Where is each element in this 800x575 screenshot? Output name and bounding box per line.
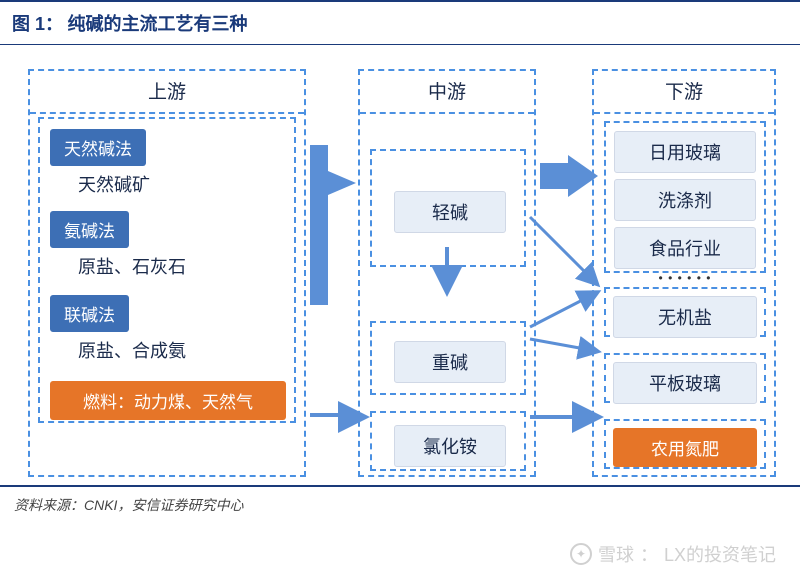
col-downstream-title: 下游 <box>594 71 774 114</box>
heavy-soda: 重碱 <box>394 341 506 383</box>
wm-site: 雪球 <box>598 541 634 567</box>
dn-daily-glass: 日用玻璃 <box>614 131 756 173</box>
method2-sub: 原盐、石灰石 <box>50 247 186 287</box>
mid-heavy-box: 重碱 <box>370 321 526 395</box>
dn-inorganic-box: 无机盐 <box>604 287 766 337</box>
dn-food: 食品行业 <box>614 227 756 269</box>
col-downstream: 下游 日用玻璃 洗涤剂 食品行业 • • • • • • 无机盐 平板玻璃 农用… <box>592 69 776 477</box>
arrow-light-to-inorganic <box>530 217 596 283</box>
method2-tag: 氨碱法 <box>50 211 129 248</box>
dn-flatglass-box: 平板玻璃 <box>604 353 766 403</box>
dn-fert-box: 农用氮肥 <box>604 419 766 469</box>
footer: 资料来源：CNKI，安信证券研究中心 <box>0 485 800 523</box>
dn-more-dots: • • • • • • <box>614 269 756 285</box>
col-upstream-title: 上游 <box>30 71 304 114</box>
col-midstream: 中游 轻碱 重碱 氯化铵 <box>358 69 536 477</box>
dn-inorganic: 无机盐 <box>613 296 757 338</box>
col-midstream-title: 中游 <box>360 71 534 114</box>
fuel-box: 燃料：动力煤、天然气 <box>50 381 286 420</box>
col-upstream: 上游 天然碱法 天然碱矿 氨碱法 原盐、石灰石 联碱法 原盐、合成氨 燃料：动力… <box>28 69 306 477</box>
dn-flatglass: 平板玻璃 <box>613 362 757 404</box>
xueqiu-icon: ✦ <box>570 543 592 565</box>
mid-light-box: 轻碱 <box>370 149 526 267</box>
source-text: 资料来源：CNKI，安信证券研究中心 <box>14 497 243 513</box>
figure-header: 图 1： 纯碱的主流工艺有三种 <box>0 0 800 45</box>
wm-author: LX的投资笔记 <box>664 541 776 567</box>
figure-title: 纯碱的主流工艺有三种 <box>67 14 247 34</box>
method1-tag: 天然碱法 <box>50 129 146 166</box>
mid-nh4cl-box: 氯化铵 <box>370 411 526 471</box>
nh4cl: 氯化铵 <box>394 425 506 467</box>
method3-tag: 联碱法 <box>50 295 129 332</box>
watermark: ✦ 雪球 ： LX的投资笔记 <box>570 541 776 567</box>
arrow-light-to-dn1 <box>540 155 598 197</box>
method1-sub: 天然碱矿 <box>50 165 150 205</box>
arrow-up-to-light <box>310 145 356 305</box>
wm-sep: ： <box>640 541 658 567</box>
dn-fertilizer: 农用氮肥 <box>613 428 757 467</box>
arrow-up-to-nh4cl <box>310 415 362 417</box>
figure-label: 图 1： <box>12 14 63 34</box>
method3-sub: 原盐、合成氨 <box>50 331 186 371</box>
light-soda: 轻碱 <box>394 191 506 233</box>
arrow-heavy-to-flatglass <box>530 339 596 351</box>
arrow-heavy-to-inorganic <box>530 293 596 327</box>
flowchart: 上游 天然碱法 天然碱矿 氨碱法 原盐、石灰石 联碱法 原盐、合成氨 燃料：动力… <box>0 45 800 485</box>
upstream-inner: 天然碱法 天然碱矿 氨碱法 原盐、石灰石 联碱法 原盐、合成氨 燃料：动力煤、天… <box>38 117 296 423</box>
dn-detergent: 洗涤剂 <box>614 179 756 221</box>
dn-group1: 日用玻璃 洗涤剂 食品行业 • • • • • • <box>604 121 766 273</box>
